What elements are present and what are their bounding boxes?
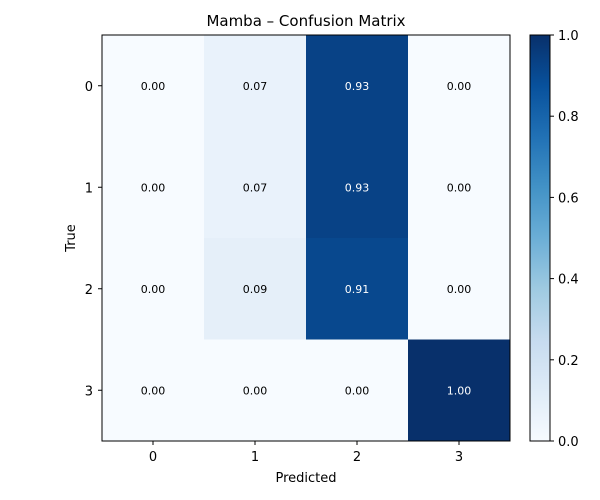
- cell-value-label: 0.00: [447, 283, 472, 296]
- colorbar-tick-label: 0.0: [558, 435, 579, 450]
- heatmap-cell: [102, 238, 205, 340]
- colorbar-tick-label: 1.0: [558, 29, 579, 44]
- cell-value-label: 0.07: [243, 80, 268, 93]
- heatmap-cell: [306, 339, 409, 442]
- cell-value-label: 0.91: [345, 283, 370, 296]
- cell-value-label: 0.00: [447, 181, 472, 194]
- cell-value-label: 0.00: [141, 384, 166, 397]
- y-tick-label: 2: [85, 283, 93, 298]
- heatmap-cells: [102, 35, 511, 442]
- heatmap-cell: [102, 339, 205, 442]
- x-tick-label: 2: [353, 450, 361, 465]
- heatmap-cell: [408, 136, 511, 239]
- y-tick-label: 1: [85, 181, 93, 196]
- colorbar-tick-label: 0.8: [558, 110, 579, 125]
- cell-value-label: 0.00: [345, 384, 370, 397]
- heatmap-cell: [306, 136, 409, 239]
- cell-value-label: 1.00: [447, 384, 472, 397]
- colorbar-tick-label: 0.4: [558, 273, 579, 288]
- colorbar-tick-label: 0.6: [558, 191, 579, 206]
- colorbar: [529, 34, 551, 442]
- heatmap-cell: [408, 339, 511, 442]
- y-axis-label: True: [64, 224, 79, 253]
- cell-value-label: 0.93: [345, 181, 370, 194]
- heatmap-cell: [204, 35, 307, 137]
- heatmap-cell: [306, 238, 409, 340]
- heatmap-cell: [408, 35, 511, 137]
- heatmap-cell-labels: 0.00 0.07 0.93 0.00 0.00 0.07 0.93 0.00 0.00 0.09…: [141, 80, 472, 398]
- colorbar-tick-label: 0.2: [558, 354, 579, 369]
- heatmap-cell: [102, 136, 205, 239]
- heatmap-cell: [102, 35, 205, 137]
- cell-value-label: 0.00: [141, 80, 166, 93]
- y-tick-label: 3: [85, 384, 93, 399]
- x-tick-label: 3: [455, 450, 463, 465]
- y-tick-label: 0: [85, 80, 93, 95]
- cell-value-label: 0.00: [141, 283, 166, 296]
- colorbar-ticks: 0.0 0.2 0.4 0.6 0.8 1.0: [550, 29, 579, 450]
- heatmap-cell: [408, 238, 511, 340]
- y-axis-ticks: 0 1 2 3: [85, 80, 102, 399]
- cell-value-label: 0.93: [345, 80, 370, 93]
- cell-value-label: 0.00: [447, 80, 472, 93]
- heatmap-cell: [204, 339, 307, 442]
- cell-value-label: 0.09: [243, 283, 268, 296]
- heatmap-cell: [306, 35, 409, 137]
- plot-frame: [101, 34, 511, 442]
- x-axis-ticks: 0 1 2 3: [149, 441, 463, 465]
- x-tick-label: 0: [149, 450, 157, 465]
- cell-value-label: 0.07: [243, 181, 268, 194]
- cell-value-label: 0.00: [141, 181, 166, 194]
- heatmap-cell: [204, 136, 307, 239]
- x-tick-label: 1: [251, 450, 259, 465]
- cell-value-label: 0.00: [243, 384, 268, 397]
- chart-title: Mamba – Confusion Matrix: [206, 12, 405, 30]
- x-axis-label: Predicted: [275, 471, 336, 486]
- heatmap-cell: [204, 238, 307, 340]
